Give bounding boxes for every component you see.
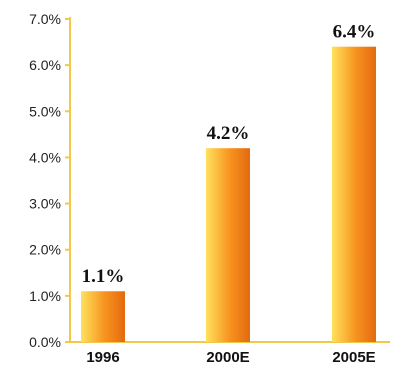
x-tick-label-1996: 1996 <box>86 349 119 366</box>
bar-1996 <box>81 291 125 342</box>
x-tick-label-2000e: 2000E <box>206 349 249 366</box>
data-label-1996: 1.1% <box>82 266 125 287</box>
data-label-2005e: 6.4% <box>333 22 376 43</box>
y-tick-label: 0.0% <box>29 334 61 350</box>
bar-2000e <box>206 148 250 342</box>
y-tick-label: 2.0% <box>29 242 61 258</box>
y-tick-label: 7.0% <box>29 11 61 27</box>
x-axis: 1996 2000E 2005E <box>70 341 390 366</box>
y-tick-label: 6.0% <box>29 57 61 73</box>
x-tick-label-2005e: 2005E <box>332 349 375 366</box>
y-tick-label: 1.0% <box>29 288 61 304</box>
y-tick-label: 4.0% <box>29 149 61 165</box>
bars <box>81 46 376 342</box>
data-labels: 1.1% 4.2% 6.4% <box>82 22 376 288</box>
bar-2005e <box>332 46 376 342</box>
y-axis: 0.0% 1.0% 2.0% 3.0% 4.0% 5.0% 6.0% 7.0% <box>29 11 71 350</box>
y-tick-label: 5.0% <box>29 103 61 119</box>
y-tick-label: 3.0% <box>29 196 61 212</box>
data-label-2000e: 4.2% <box>207 123 250 144</box>
